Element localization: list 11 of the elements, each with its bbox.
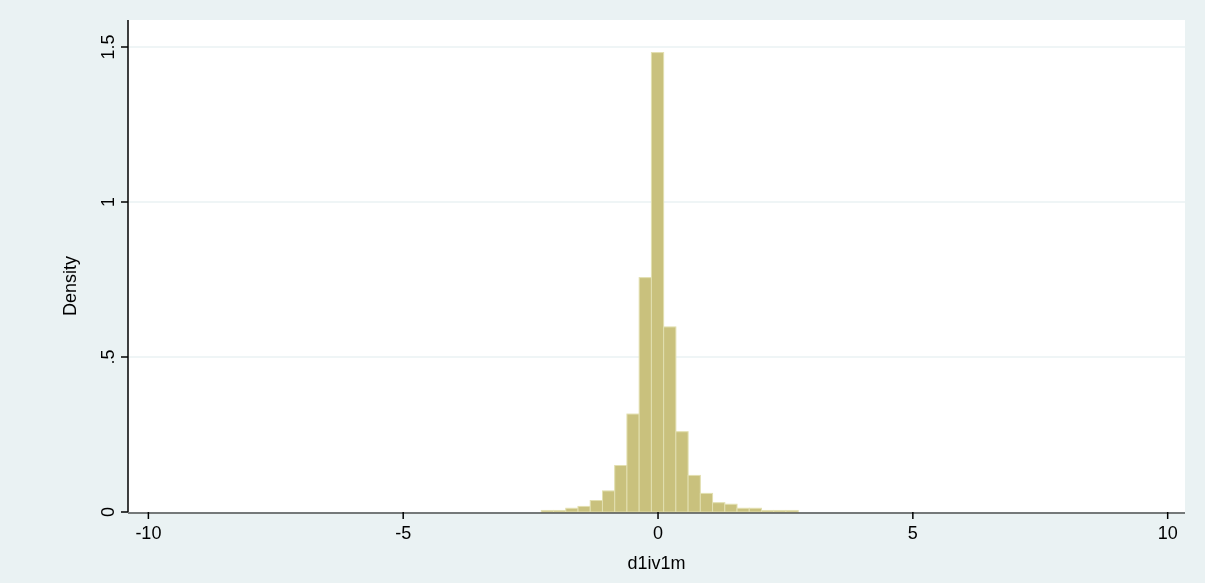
x-tick-label: 0 <box>653 523 664 543</box>
x-axis-title: d1iv1m <box>627 553 686 573</box>
x-tick-label: -5 <box>395 523 412 543</box>
y-tick-label: 1.5 <box>98 34 118 60</box>
y-tick-label: .5 <box>98 349 118 365</box>
y-axis-title: Density <box>60 255 80 317</box>
x-tick-label: 10 <box>1157 523 1178 543</box>
x-tick-label: 5 <box>907 523 918 543</box>
y-tick-label: 1 <box>98 196 118 208</box>
x-tick-label: -10 <box>135 523 162 543</box>
y-tick-label: 0 <box>98 506 118 518</box>
